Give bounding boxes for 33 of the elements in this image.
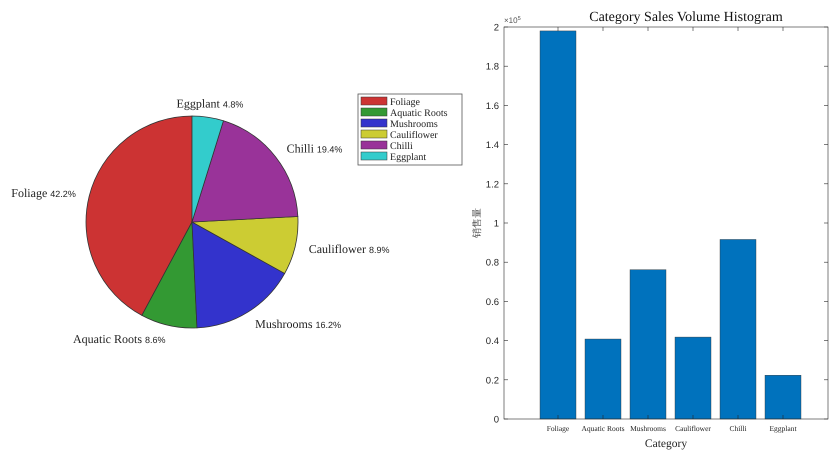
legend-label: Eggplant xyxy=(390,152,426,163)
text: ×10$^{5}$ xyxy=(504,16,521,25)
y-tick-label: 1.8 xyxy=(486,62,499,73)
data-label: 16.2% xyxy=(316,320,342,330)
slice-label: Aquatic Roots xyxy=(73,332,142,346)
legend-label: Aquatic Roots xyxy=(390,108,448,119)
data-label: 19.4% xyxy=(316,144,342,154)
slice-label: Chilli xyxy=(286,142,315,156)
y-axis-title: 销售量 xyxy=(471,208,483,239)
y-tick-label: 1.4 xyxy=(486,140,499,152)
slice-label: Eggplant xyxy=(176,96,221,111)
data-label: 42.2% xyxy=(50,188,76,199)
y-tick-label: 0.4 xyxy=(486,336,499,348)
data-label: 8.6% xyxy=(145,334,166,345)
slice-label: Mushrooms xyxy=(255,316,313,331)
y-tick-label: 1.6 xyxy=(486,100,499,112)
y-tick-label: 1.2 xyxy=(486,179,499,190)
y-tick-label: 2 xyxy=(494,22,499,34)
y-tick-label: 0.6 xyxy=(486,296,499,308)
x-axis-title: Category xyxy=(644,438,688,450)
legend-label: Cauliflower xyxy=(390,130,438,141)
data-label: 4.8% xyxy=(222,100,244,110)
y-tick-label: 1 xyxy=(494,218,499,230)
y-tick-label: 0 xyxy=(494,414,499,426)
legend-label: Chilli xyxy=(390,141,414,152)
legend-label: Mushrooms xyxy=(390,119,438,130)
chart-title: Category Sales Volume Histogram xyxy=(589,10,783,25)
data-label: 8.9% xyxy=(369,245,390,256)
y-tick-label: 0.2 xyxy=(486,375,499,386)
y-tick-label: 0.8 xyxy=(486,258,499,269)
legend-label: Foliage xyxy=(390,97,421,108)
slice-label: Foliage xyxy=(11,186,48,200)
slice-label: Cauliflower xyxy=(308,242,366,256)
